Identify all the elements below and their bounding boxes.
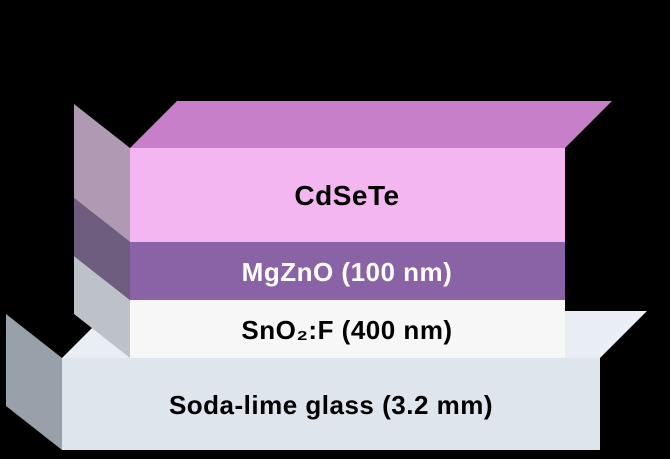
cdsete-left-face [74,104,130,242]
mgzno-front-face [130,242,565,300]
glass-label: Soda-lime glass (3.2 mm) [169,390,493,420]
mgzno-label: MgZnO (100 nm) [242,257,453,287]
glass-left-face [6,314,62,450]
glass-front-face [62,358,600,450]
cdsete-label: CdSeTe [294,180,399,211]
sno2f-label: SnO₂:F (400 nm) [241,315,452,345]
sno2f-left-face [74,256,130,358]
mgzno-left-face [74,198,130,300]
cdsete-front-face [130,148,565,242]
cdsete-top-face [130,101,612,148]
sno2f-front-face [130,300,565,358]
